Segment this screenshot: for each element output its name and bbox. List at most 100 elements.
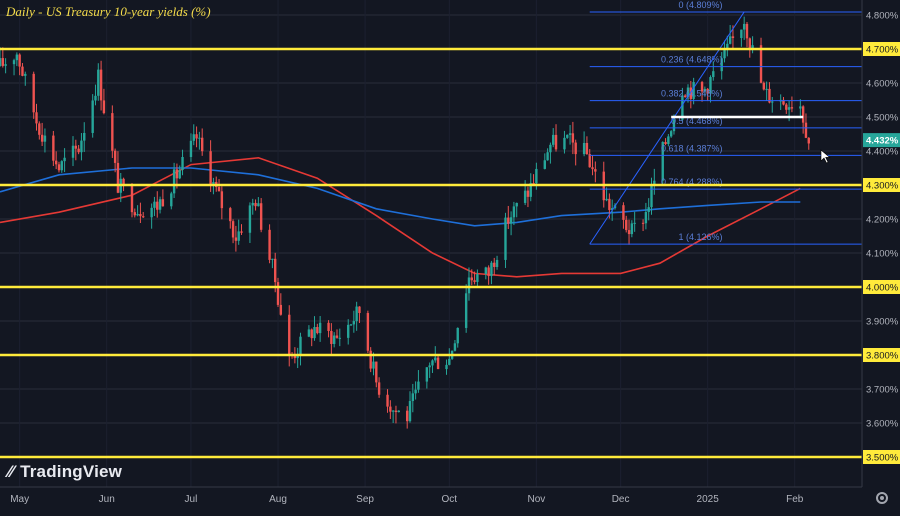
candle-body[interactable] xyxy=(77,148,80,153)
candle-body[interactable] xyxy=(706,88,709,94)
candle-body[interactable] xyxy=(15,54,19,61)
candle-body[interactable] xyxy=(622,205,625,220)
candle-body[interactable] xyxy=(610,208,614,210)
candle-body[interactable] xyxy=(1,58,5,66)
candle-body[interactable] xyxy=(487,267,490,277)
candle-body[interactable] xyxy=(386,394,389,407)
candle-body[interactable] xyxy=(397,410,400,413)
candle-body[interactable] xyxy=(372,361,375,369)
candle-body[interactable] xyxy=(712,71,715,78)
candle-body[interactable] xyxy=(240,231,243,233)
candle-body[interactable] xyxy=(99,69,103,101)
candle-body[interactable] xyxy=(625,219,628,231)
candle-body[interactable] xyxy=(35,112,38,124)
candle-body[interactable] xyxy=(709,77,712,94)
candle-body[interactable] xyxy=(198,137,201,139)
candle-body[interactable] xyxy=(217,187,221,192)
candle-body[interactable] xyxy=(136,213,139,216)
candle-body[interactable] xyxy=(259,203,263,230)
candle-body[interactable] xyxy=(490,262,493,277)
candle-body[interactable] xyxy=(352,321,356,325)
candle-body[interactable] xyxy=(0,58,2,66)
candle-body[interactable] xyxy=(726,43,729,49)
candle-body[interactable] xyxy=(748,38,751,49)
candle-body[interactable] xyxy=(288,314,291,355)
candle-body[interactable] xyxy=(563,137,566,150)
candle-body[interactable] xyxy=(605,198,608,201)
candle-body[interactable] xyxy=(276,282,280,305)
candle-body[interactable] xyxy=(83,132,86,141)
candle-body[interactable] xyxy=(32,73,35,113)
candle-body[interactable] xyxy=(153,201,156,208)
candle-body[interactable] xyxy=(248,205,252,233)
candle-body[interactable] xyxy=(60,161,63,171)
candle-body[interactable] xyxy=(192,134,195,141)
candle-body[interactable] xyxy=(220,191,224,209)
candle-body[interactable] xyxy=(80,140,83,153)
candle-body[interactable] xyxy=(456,327,459,344)
candle-body[interactable] xyxy=(669,131,673,137)
candle-body[interactable] xyxy=(170,193,173,207)
candle-body[interactable] xyxy=(549,144,552,153)
candle-body[interactable] xyxy=(178,169,181,179)
candle-body[interactable] xyxy=(445,364,448,370)
candle-body[interactable] xyxy=(644,212,648,224)
candle-body[interactable] xyxy=(209,151,212,186)
candle-body[interactable] xyxy=(200,137,204,152)
candle-body[interactable] xyxy=(689,87,693,99)
candle-body[interactable] xyxy=(504,217,507,260)
candle-body[interactable] xyxy=(740,29,743,38)
candle-body[interactable] xyxy=(566,134,569,138)
candle-body[interactable] xyxy=(723,48,726,59)
candle-body[interactable] xyxy=(509,217,513,224)
candle-body[interactable] xyxy=(667,136,670,144)
candle-body[interactable] xyxy=(414,389,417,394)
candle-body[interactable] xyxy=(97,69,100,96)
candle-body[interactable] xyxy=(526,190,530,197)
candle-body[interactable] xyxy=(139,213,142,217)
candle-body[interactable] xyxy=(700,82,704,92)
candle-body[interactable] xyxy=(672,119,676,132)
candle-body[interactable] xyxy=(91,100,94,133)
candle-body[interactable] xyxy=(271,258,274,260)
candle-body[interactable] xyxy=(318,322,322,334)
candle-body[interactable] xyxy=(52,135,55,161)
candle-body[interactable] xyxy=(358,306,361,314)
candle-body[interactable] xyxy=(130,185,134,213)
price-axis[interactable] xyxy=(862,0,900,511)
candle-body[interactable] xyxy=(237,231,240,241)
candle-body[interactable] xyxy=(467,277,471,294)
candle-body[interactable] xyxy=(495,259,499,267)
candle-body[interactable] xyxy=(116,162,120,193)
candle-body[interactable] xyxy=(627,230,631,235)
candle-body[interactable] xyxy=(720,58,723,72)
candle-body[interactable] xyxy=(63,157,66,162)
candle-body[interactable] xyxy=(274,258,277,283)
candle-body[interactable] xyxy=(801,106,805,123)
candle-body[interactable] xyxy=(279,304,283,315)
candle-body[interactable] xyxy=(641,222,645,224)
candle-body[interactable] xyxy=(122,178,125,186)
candle-body[interactable] xyxy=(428,365,431,368)
candle-body[interactable] xyxy=(681,95,684,120)
candle-body[interactable] xyxy=(54,160,58,165)
candle-body[interactable] xyxy=(535,168,538,184)
candle-body[interactable] xyxy=(175,169,179,179)
candle-body[interactable] xyxy=(661,141,664,181)
candle-body[interactable] xyxy=(161,199,165,207)
candle-body[interactable] xyxy=(515,202,518,207)
candle-body[interactable] xyxy=(436,357,440,370)
candle-body[interactable] xyxy=(434,357,437,361)
candle-body[interactable] xyxy=(431,360,434,366)
candle-body[interactable] xyxy=(594,169,597,172)
candle-body[interactable] xyxy=(554,134,558,150)
candle-body[interactable] xyxy=(684,95,687,98)
candle-body[interactable] xyxy=(38,123,41,135)
candle-body[interactable] xyxy=(189,140,193,157)
candle-body[interactable] xyxy=(310,329,313,339)
candle-body[interactable] xyxy=(234,237,238,241)
candle-body[interactable] xyxy=(650,185,653,208)
candle-body[interactable] xyxy=(133,212,136,216)
candle-body[interactable] xyxy=(156,201,159,210)
